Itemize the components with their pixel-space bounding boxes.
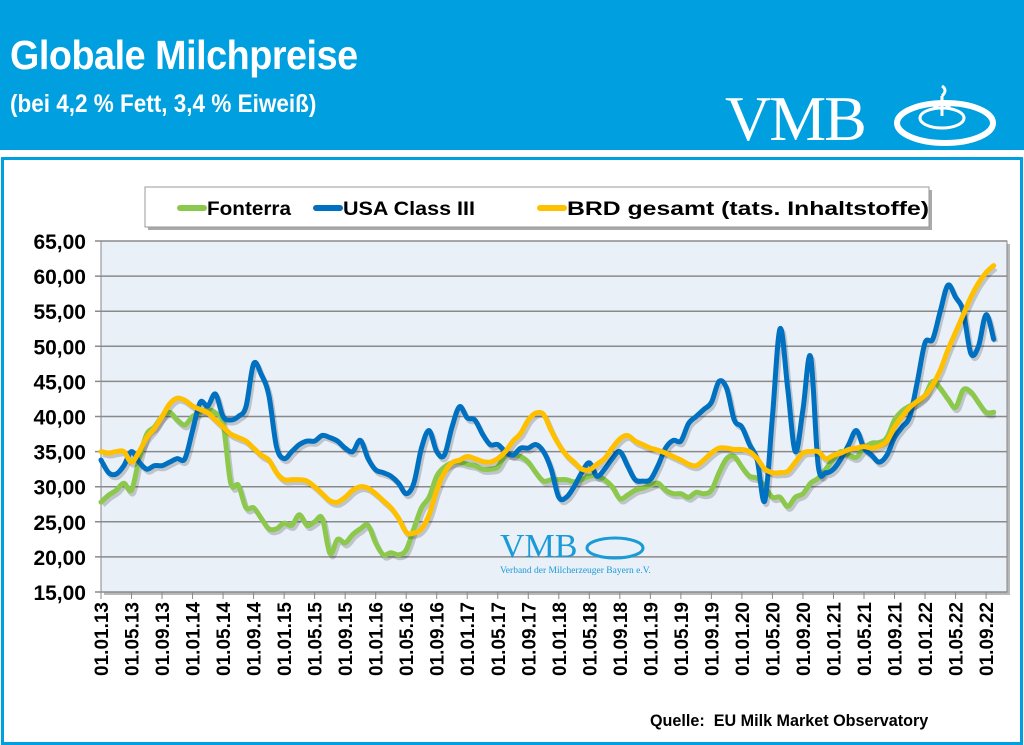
x-tick-label: 01.05.19 [672, 602, 693, 676]
x-tick-label: 01.09.18 [611, 602, 632, 676]
legend-label-2: BRD gesamt (tats. Inhaltstoffe) [567, 199, 929, 220]
vmb-logo-text: VMB [725, 83, 867, 154]
x-tick-label: 01.05.16 [397, 602, 418, 676]
x-tick-label: 01.01.15 [275, 602, 296, 676]
vmb-swirl-icon [894, 84, 996, 146]
y-tick-label: 25,00 [33, 512, 86, 535]
x-tick-label: 01.09.15 [336, 602, 357, 676]
y-tick-label: 50,00 [33, 336, 86, 359]
legend-label-1: USA Class III [343, 199, 475, 220]
x-tick-label: 01.05.17 [489, 602, 510, 676]
y-tick-label: 55,00 [33, 301, 86, 324]
x-tick-label: 01.09.19 [702, 602, 723, 676]
x-tick-label: 01.09.21 [886, 602, 907, 676]
x-tick-label: 01.09.13 [153, 602, 174, 676]
y-tick-label: 40,00 [33, 407, 86, 430]
legend-label-0: Fonterra [207, 199, 291, 220]
watermark-logo: VMB [500, 528, 577, 565]
x-tick-label: 01.09.14 [245, 602, 266, 676]
y-tick-label: 65,00 [33, 231, 86, 254]
x-tick-label: 01.05.21 [855, 602, 876, 676]
legend-box [144, 186, 930, 228]
watermark-caption: Verband der Milcherzeuger Bayern e.V. [500, 566, 651, 576]
x-tick-label: 01.09.22 [977, 602, 998, 676]
series-line [98, 263, 997, 537]
source-note: Quelle: EU Milk Market Observatory [650, 711, 929, 730]
x-tick-label: 01.01.16 [367, 602, 388, 676]
x-tick-label: 01.01.13 [92, 602, 113, 676]
x-tick-label: 01.01.20 [733, 602, 754, 676]
y-tick-label: 20,00 [33, 547, 86, 570]
page-subtitle: (bei 4,2 % Fett, 3,4 % Eiweiß) [10, 90, 317, 118]
y-tick-label: 30,00 [33, 477, 86, 500]
x-tick-label: 01.01.18 [550, 602, 571, 676]
watermark-swirl-icon [585, 536, 645, 560]
series-brd-gesamt [98, 263, 998, 540]
vmb-logo: VMB [725, 82, 996, 156]
x-tick-label: 01.01.19 [641, 602, 662, 676]
page-title: Globale Milchpreise [10, 32, 358, 78]
x-tick-label: 01.01.22 [916, 602, 937, 676]
x-tick-label: 01.05.18 [580, 602, 601, 676]
x-tick-label: 01.01.14 [184, 602, 205, 676]
x-tick-label: 01.05.20 [763, 602, 784, 676]
header-banner: Globale Milchpreise (bei 4,2 % Fett, 3,4… [0, 0, 1024, 154]
x-tick-label: 01.01.21 [824, 602, 845, 676]
x-tick-label: 01.05.15 [306, 602, 327, 676]
x-tick-label: 01.01.17 [458, 602, 479, 676]
y-tick-label: 35,00 [33, 442, 86, 465]
y-tick-label: 45,00 [33, 371, 86, 394]
x-tick-label: 01.09.16 [428, 602, 449, 676]
x-tick-label: 01.05.13 [123, 602, 144, 676]
x-tick-label: 01.09.20 [794, 602, 815, 676]
y-tick-label: 60,00 [33, 266, 86, 289]
y-tick-label: 15,00 [33, 582, 86, 605]
x-tick-label: 01.05.14 [214, 602, 235, 676]
x-tick-label: 01.05.22 [947, 602, 968, 676]
x-tick-label: 01.09.17 [519, 602, 540, 676]
